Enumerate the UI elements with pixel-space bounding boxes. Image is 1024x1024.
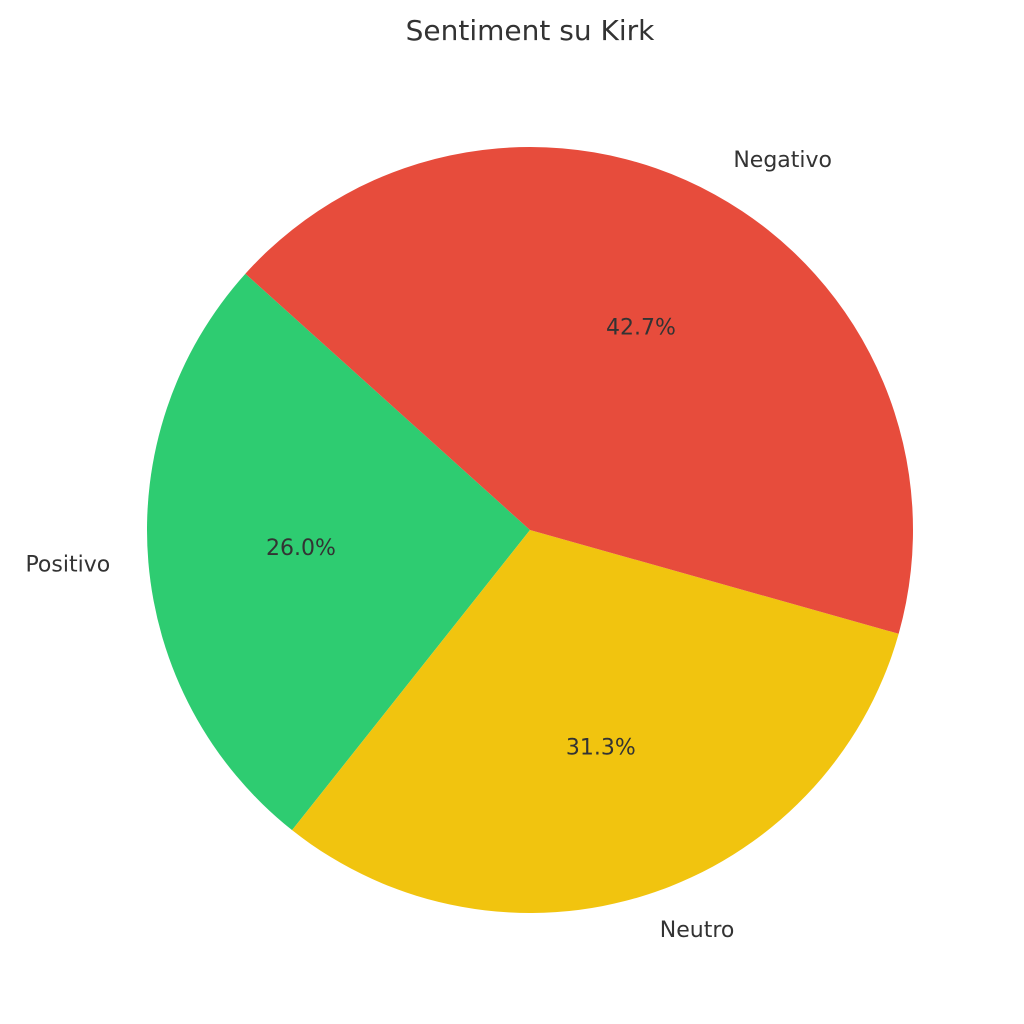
pie-labels: Positivo 26.0% Neutro 31.3% Negativo 42.7%	[25, 148, 832, 943]
pie-pct-label-negativo: 42.7%	[606, 316, 676, 341]
pie-pct-label-neutro: 31.3%	[566, 736, 636, 761]
chart-title: Sentiment su Kirk	[406, 14, 656, 47]
pie-slices	[147, 146, 913, 913]
pie-label-neutro: Neutro	[660, 918, 735, 943]
pie-label-negativo: Negativo	[733, 148, 832, 173]
pie-label-positivo: Positivo	[25, 552, 110, 577]
pie-slice-negativo	[245, 146, 913, 634]
pie-slice-positivo	[147, 273, 530, 831]
pie-slice-neutro	[292, 530, 899, 913]
pie-pct-label-positivo: 26.0%	[266, 536, 336, 561]
